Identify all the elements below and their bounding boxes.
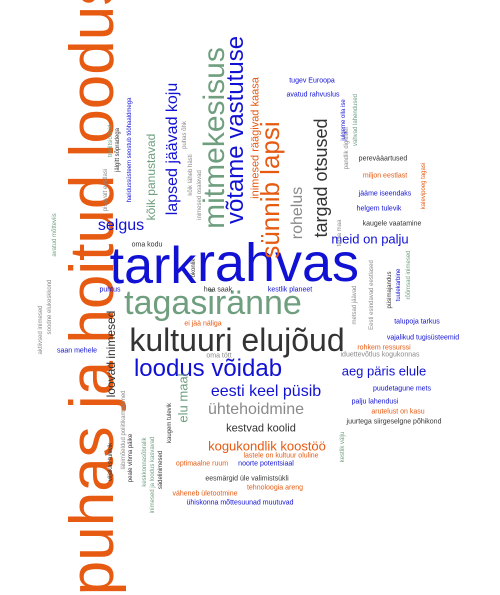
word-kalevipoeg-tagasi: kalevipoeg tagasi	[421, 162, 427, 210]
word-oma-kodu: oma kodu	[131, 241, 163, 249]
word-pisavalt-eestlasi: pisavalt eestlasi	[103, 168, 109, 212]
word-votame-vastutuse: võtame vastutuse	[222, 35, 249, 225]
word-puhas-ohk: puhas õhk	[182, 121, 188, 149]
word-juurtega-pohikond: juurtega siirgeselgne põhikond	[346, 418, 442, 426]
word-jaame-iseendaks: jääme iseendaks	[358, 190, 412, 198]
word-sadelinimesed: sädelinimesed	[158, 450, 164, 490]
word-koik-laheb-hasti: kõik läheb hästi	[188, 154, 194, 196]
word-loodus-voidab: loodus võidab	[133, 355, 283, 382]
word-saan-mehele: saan mehele	[56, 347, 98, 355]
word-noorte-potentsiaal: noorte potentsiaal	[238, 460, 294, 468]
word-rahvas: rahvas	[196, 233, 360, 293]
word-kestlik-planeet: kestlik planeet	[267, 286, 313, 294]
word-kaugele-vaatamine: kaugele vaatamine	[362, 220, 422, 228]
word-eesmargid-ule-valimistsukli: eesmärgid üle valimistsükli	[205, 475, 289, 483]
word-meid-on-palju: meid on palju	[331, 231, 409, 247]
word-inimesed-ja-loodus: inimesed ja loodus kasvavad	[150, 436, 156, 514]
word-perevaartused: perevääartused	[358, 155, 408, 163]
word-tark: tark	[109, 237, 197, 295]
word-roomsad-inimesed: rõõmsad inimesed	[406, 250, 412, 300]
word-kaugem-tulevik: kaugem tulevik	[167, 402, 173, 444]
word-vaheneb-uletootmine: väheneb ületootmine	[172, 490, 238, 498]
word-inimesed-raagivad-kaasa: inimesed räägivad kaasa	[249, 77, 262, 199]
word-kogukondlik-koostoo: kogukondlik koostöö	[208, 438, 326, 454]
word-uhtehoidmine: ühtehoidmine	[207, 401, 305, 418]
word-hea-saak: hea saak	[203, 286, 233, 294]
word-puudetagune-mets: puudetagune mets	[373, 385, 431, 393]
word-rohkem-ressurssi: rohkem ressurssi	[357, 344, 411, 352]
word-avatud-rahvuslus: avatud rahvuslus	[286, 91, 340, 99]
word-rohelus: rohelus	[289, 186, 306, 240]
word-palju-lahendusi: palju lahendusi	[351, 398, 399, 406]
word-tagasiranne: tagasiränne	[124, 284, 302, 322]
word-oma-tott: oma tött	[206, 352, 232, 360]
word-tema-maa: tema maa	[337, 219, 343, 247]
word-lastele-on-kultuur-oluline: lastele on kultuur oluline	[243, 452, 319, 460]
word-selgus: selgus	[97, 217, 145, 234]
word-loovad-inimesed: loovad inimesed	[104, 310, 118, 398]
word-vajalikud-tugisusteemid: vajalikud tugisüsteemid	[386, 334, 460, 342]
word-elu-maal: elu maal	[175, 373, 191, 423]
word-ei-jaa-naliga: ei jää näliga	[184, 320, 222, 328]
word-kultuuri-elujoud: kultuuri elujõud	[129, 322, 345, 358]
word-eesti-keel-pusib: eesti keel püsib	[210, 383, 322, 400]
word-keskkonnasobralik: keskkonnasõbralik	[142, 437, 148, 487]
word-metsad-jaavad: metsad jäävad	[352, 285, 358, 325]
word-pusimajandus: püsimajandus	[387, 271, 393, 309]
word-optimaalne-ruum: optimaalne ruum	[175, 460, 229, 468]
word-puhas-ja-hoitud-loodus: puhas ja hoitud loodus	[58, 0, 127, 595]
word-helgem-tulevik: helgem tulevik	[356, 205, 402, 213]
word-aktiivsed-inimesed: aktiivsed inimesed	[38, 305, 44, 355]
word-arutelust-on-kasu: arutelust on kasu	[371, 408, 425, 416]
word-talupoja-tarkus: talupoja tarkus	[394, 318, 440, 326]
word-kestlik-valju: kestlik välju	[340, 431, 346, 463]
word-okonlik: ökonlik	[191, 258, 197, 278]
word-soodne-elukeskkond: soodne elukeskkond	[47, 279, 53, 335]
word-iduettevotlus-kogukonnas: iduettevõtlus kogukonnas	[340, 351, 420, 359]
word-traditsioonid: traditsioonid	[108, 124, 114, 158]
word-koik-panustavad: kõik panustavad	[144, 133, 158, 221]
word-kestvad-koolid: kestvad koolid	[226, 422, 296, 435]
word-tuulekarbine: tuulekarbine	[396, 268, 402, 302]
word-targad-otsused: targad otsused	[311, 118, 331, 238]
word-eesti-esindavad: Eesti esindavad eestlased	[369, 260, 375, 330]
word-tugev-euroopa: tugev Euroopa	[289, 77, 335, 85]
word-miljon-eestlast: miljon eestlast	[362, 172, 408, 180]
word-inimesed-osalevad: inimesed osalevad	[197, 170, 203, 220]
word-cloud: puhas ja hoitud loodus tark rahvas tagas…	[38, 0, 460, 595]
word-puhtus: puhtus	[99, 286, 121, 294]
word-jalgitt-sopradega: jälgitt sõpradega	[115, 127, 121, 173]
word-avatud-motteviis: avatud mõtteviis	[52, 213, 58, 257]
word-tehnoloogia-areng: tehnoloogia areng	[246, 484, 304, 492]
word-lapsed-jaavad-koju: lapsed jäävad koju	[164, 82, 181, 216]
word-aeg-paris-elule: aeg päris elule	[341, 363, 427, 379]
word-vahvad-lahendused: vahvad lahendused	[353, 93, 359, 147]
word-uhiskonna-mottesuunad: ühiskonna mõttesuunad muutuvad	[186, 499, 294, 507]
word-viljakas-tulevik: viljakas tulevik	[108, 442, 114, 482]
word-julgeme-olla-ise: julgeme olla ise	[341, 99, 347, 141]
word-labimoeldud: läbimõeldud poliitikameetmed	[121, 390, 127, 470]
word-peale-vihma: peale vihma päike	[128, 433, 134, 483]
word-haridussusteem: haridussüsteem seostub tööhaaldmega	[127, 97, 133, 203]
